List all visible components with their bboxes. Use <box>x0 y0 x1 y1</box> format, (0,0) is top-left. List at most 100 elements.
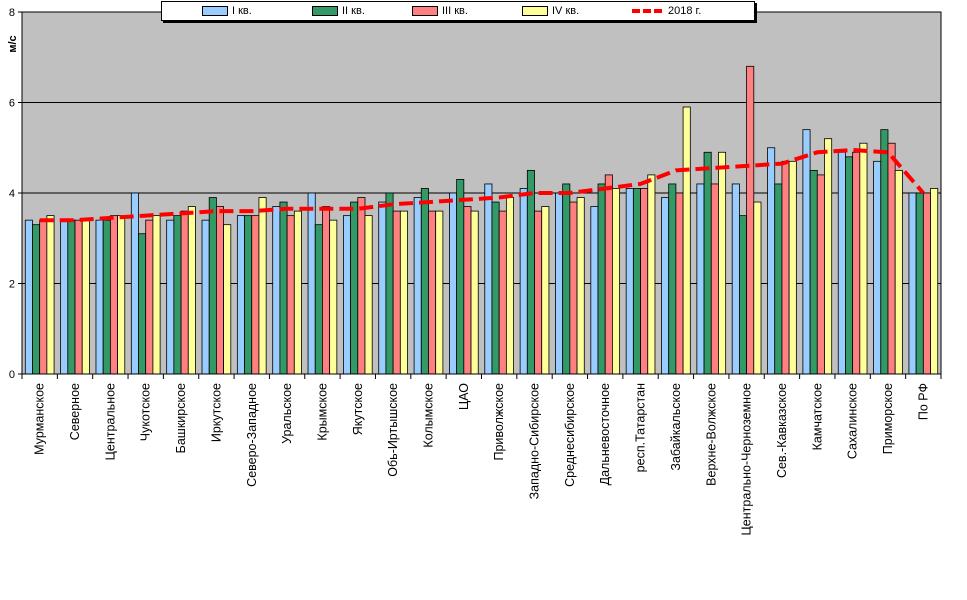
x-tick-label: Верхне-Волжское <box>704 383 718 486</box>
bar <box>703 151 712 375</box>
bar <box>873 160 882 375</box>
bar <box>364 215 373 375</box>
x-tick-label: Сев.-Кавказское <box>775 383 789 478</box>
bar <box>39 219 48 375</box>
bar <box>696 183 705 375</box>
y-tick-label: 2 <box>9 279 15 291</box>
bar <box>731 183 740 375</box>
bar <box>576 197 585 375</box>
legend-label-q1: I кв. <box>232 5 252 17</box>
bar <box>117 215 126 375</box>
bar <box>837 151 846 375</box>
bar <box>915 192 924 375</box>
x-tick-label: Северо-Западное <box>245 383 259 487</box>
legend-label-q3: III кв. <box>442 5 468 17</box>
bar <box>930 188 939 375</box>
bar <box>845 156 854 375</box>
x-tick-label: Приволжское <box>492 383 506 461</box>
bar <box>109 215 118 375</box>
bar <box>802 129 811 375</box>
bar <box>498 210 507 375</box>
bar <box>774 183 783 375</box>
bar <box>378 201 387 375</box>
bar <box>428 210 437 375</box>
x-tick-label: Центрально-Черноземное <box>740 383 754 535</box>
legend-item-q1: I кв. <box>202 5 252 17</box>
x-tick-label: Башкирское <box>174 383 188 453</box>
bar <box>392 210 401 375</box>
bar <box>180 210 189 375</box>
bar <box>314 224 323 375</box>
x-tick-label: Центральное <box>103 383 117 460</box>
legend: I кв. II кв. III кв. IV кв. 2018 г. <box>161 1 755 21</box>
bar <box>279 201 288 375</box>
bar <box>272 206 281 375</box>
bar <box>569 201 578 375</box>
x-tick-label: Чукотское <box>139 383 153 441</box>
x-tick-label: Северное <box>68 383 82 440</box>
bar <box>145 219 154 375</box>
x-tick-label: ЦАО <box>457 383 471 410</box>
bar <box>640 188 649 375</box>
bar <box>152 215 161 375</box>
bar <box>781 160 790 375</box>
bar <box>604 174 613 375</box>
bar <box>307 192 316 375</box>
x-tick-label: Иркутское <box>209 383 223 442</box>
bar <box>399 210 408 375</box>
x-tick-label: респ.Татарстан <box>634 383 648 472</box>
bar <box>342 215 351 375</box>
x-tick-label: Колымское <box>422 383 436 448</box>
bar <box>251 215 260 375</box>
bar <box>46 215 55 375</box>
bar <box>852 151 861 375</box>
bar <box>519 188 528 375</box>
bar <box>767 147 776 375</box>
x-tick-label: По РФ <box>916 383 930 420</box>
x-tick-label: Сахалинское <box>846 383 860 459</box>
x-tick-label: Среднесибирское <box>563 383 577 487</box>
bar <box>880 129 889 375</box>
bar <box>95 219 104 375</box>
bar <box>102 219 111 375</box>
legend-item-2018: 2018 г. <box>632 5 701 17</box>
bar <box>894 169 903 375</box>
bar <box>258 197 267 375</box>
legend-swatch-q2 <box>312 6 338 16</box>
bar <box>908 192 917 375</box>
bar <box>322 206 331 375</box>
line-series <box>39 148 925 223</box>
legend-label-2018: 2018 г. <box>668 5 702 17</box>
bar <box>632 188 641 375</box>
legend-line-2018 <box>632 9 662 13</box>
bar <box>526 169 535 375</box>
bar <box>67 219 76 375</box>
x-tick-label: Якутское <box>351 383 365 435</box>
bar <box>201 219 210 375</box>
bar <box>357 197 366 375</box>
bar <box>718 151 727 375</box>
bar <box>166 219 175 375</box>
bar <box>187 206 196 375</box>
bar <box>463 206 472 375</box>
x-tick-label: Приморское <box>881 383 895 454</box>
bar <box>350 201 359 375</box>
bar <box>329 219 338 375</box>
bar <box>32 224 41 375</box>
bar <box>81 219 90 375</box>
bar <box>413 197 422 375</box>
x-tick-label: Обь-Иртышское <box>386 383 400 477</box>
bar <box>675 192 684 375</box>
bar <box>682 106 691 375</box>
bar <box>739 215 748 375</box>
bar <box>824 138 833 375</box>
legend-label-q2: II кв. <box>342 5 365 17</box>
bar <box>293 210 302 375</box>
bar <box>809 169 818 375</box>
x-tick-label: Западно-Сибирское <box>528 383 542 499</box>
bar <box>130 192 139 375</box>
y-tick-label: 8 <box>9 7 15 19</box>
y-ticks: 0 2 4 6 8 <box>9 7 22 381</box>
bar <box>491 201 500 375</box>
